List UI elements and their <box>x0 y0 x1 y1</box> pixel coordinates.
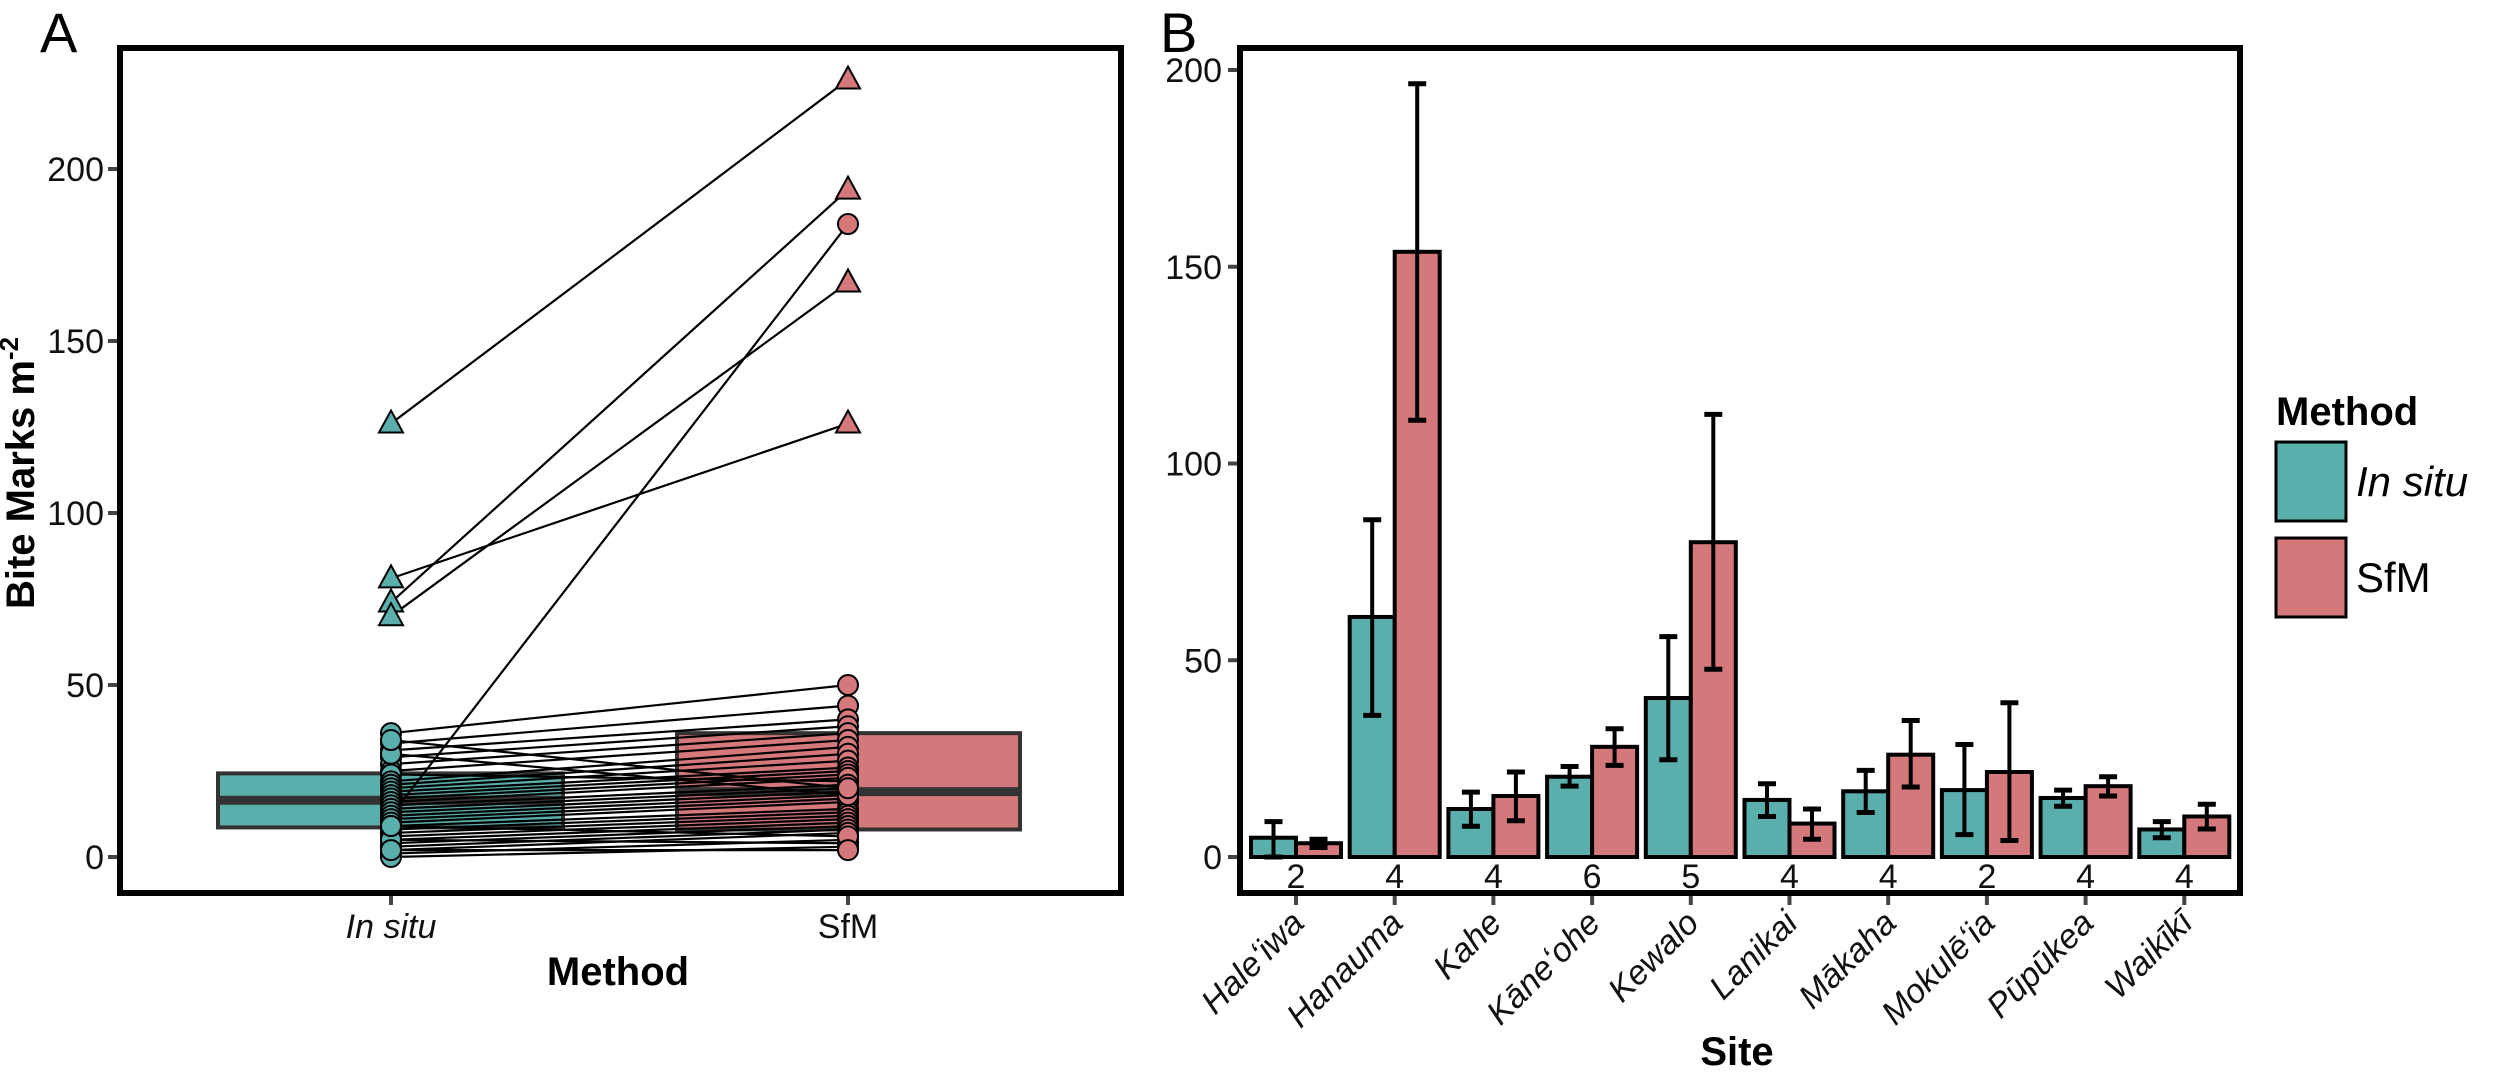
pair-line <box>390 738 849 773</box>
pair-line <box>390 738 849 790</box>
pair-line <box>390 797 849 821</box>
pair-line <box>390 793 849 817</box>
legend-label-sfm: SfM <box>2356 554 2431 601</box>
pair-line <box>390 838 849 845</box>
pair-line <box>390 818 849 838</box>
n-label: 4 <box>1484 858 1503 896</box>
point-circle <box>380 729 402 752</box>
pair-line <box>390 766 849 793</box>
pair-line <box>390 725 849 759</box>
n-label: 6 <box>1583 858 1602 896</box>
pair-line <box>390 704 849 745</box>
pair-line <box>390 776 849 804</box>
y-tick-label: 200 <box>47 151 104 189</box>
panel-a: 0 50 100 150 200 In situ SfM <box>47 64 1022 946</box>
y-tick-label: 0 <box>85 839 104 877</box>
pair-line <box>390 807 849 828</box>
pair-line <box>390 824 849 838</box>
panel-a-y-title: Bite Marks m-2 <box>0 337 43 609</box>
y-tick-label: 0 <box>1203 839 1222 877</box>
y-tick-label: 50 <box>1184 642 1222 680</box>
pair-line <box>390 787 849 810</box>
pair-line <box>390 752 849 786</box>
pair-line <box>390 422 849 580</box>
n-label: 4 <box>2175 858 2194 896</box>
pair-line <box>390 718 849 752</box>
point-circle <box>380 839 402 862</box>
panel-a-frame <box>117 45 1124 896</box>
n-label: 2 <box>1287 858 1306 896</box>
pair-line <box>390 814 849 835</box>
y-tick-label: 150 <box>47 323 104 361</box>
point-circle <box>837 839 859 862</box>
point-circle <box>837 674 859 696</box>
pair-line <box>390 732 849 766</box>
pair-line <box>390 811 849 831</box>
pair-line <box>390 78 849 425</box>
pair-line <box>390 223 849 817</box>
pair-line <box>390 683 849 735</box>
legend-title: Method <box>2276 390 2418 434</box>
x-tick-label: In situ <box>346 908 437 946</box>
site-label: Kewalo <box>1601 904 1707 1010</box>
panel-b: 0501001502002Haleʻiwa4Hanauma4Kahe6Kāneʻ… <box>1165 52 2232 1035</box>
n-label: 2 <box>1977 858 1996 896</box>
panel-label-b: B <box>1160 1 1197 64</box>
y-tick-label: 200 <box>1165 52 1222 90</box>
n-label: 5 <box>1681 858 1700 896</box>
x-tick-label: SfM <box>818 908 878 946</box>
point-triangle <box>834 64 862 90</box>
n-label: 4 <box>1780 858 1799 896</box>
point-triangle <box>834 408 862 434</box>
n-label: 4 <box>1879 858 1898 896</box>
y-tick-label: 50 <box>66 667 104 705</box>
point-circle <box>380 815 402 838</box>
point-circle <box>837 213 859 236</box>
y-tick-label: 150 <box>1165 249 1222 287</box>
site-label: Pūpūkea <box>1979 904 2101 1026</box>
n-label: 4 <box>1385 858 1404 896</box>
pair-line <box>390 769 849 797</box>
panel-label-a: A <box>40 1 78 64</box>
point-triangle <box>834 267 862 293</box>
point-triangle <box>377 408 405 434</box>
panel-a-x-title: Method <box>547 950 689 994</box>
point-triangle <box>377 601 405 627</box>
pair-line <box>390 790 849 814</box>
n-label: 4 <box>2076 858 2095 896</box>
panel-b-x-title: Site <box>1700 1030 1773 1074</box>
site-label: Kahe <box>1426 904 1509 987</box>
legend-key-sfm[interactable] <box>2274 536 2348 619</box>
legend: Method In situ SfM <box>2274 390 2468 619</box>
site-label: Waikīkī <box>2097 901 2202 1006</box>
y-tick-label: 100 <box>47 495 104 533</box>
legend-key-in-situ[interactable] <box>2274 440 2348 523</box>
legend-label-in-situ: In situ <box>2356 458 2468 505</box>
pair-line <box>390 845 849 859</box>
y-tick-label: 100 <box>1165 446 1222 484</box>
site-label: Lanikai <box>1702 903 1806 1007</box>
pair-line <box>390 773 849 800</box>
pair-line <box>390 281 849 618</box>
pair-line <box>390 188 849 604</box>
point-circle <box>837 777 859 800</box>
bar-in-situ <box>1545 774 1595 860</box>
pair-line <box>390 800 849 824</box>
point-triangle <box>834 174 862 200</box>
pair-line <box>390 828 849 848</box>
pair-line <box>390 752 849 797</box>
panel-b-frame <box>1237 45 2243 896</box>
